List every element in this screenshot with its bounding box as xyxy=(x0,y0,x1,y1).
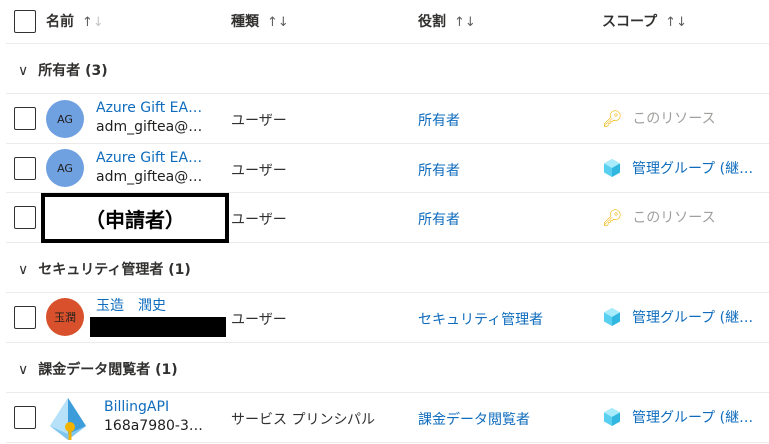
group-header-billing-reader[interactable]: ∨ 課金データ閲覧者 (1) xyxy=(6,343,769,393)
redacted-email-bar xyxy=(90,317,226,337)
table-row[interactable]: 玉潤 玉造 潤史 ユーザー セキュリティ管理者 管理グループ (継… xyxy=(6,293,769,343)
row-checkbox[interactable] xyxy=(14,406,36,429)
member-name-link[interactable]: BillingAPI xyxy=(104,399,170,415)
member-email: adm_giftea@… xyxy=(96,169,203,185)
row-checkbox[interactable] xyxy=(14,157,36,180)
table-header: 名前 ↑↓ 種類 ↑↓ 役割 ↑↓ スコープ ↑↓ xyxy=(6,0,769,44)
member-type: ユーザー xyxy=(231,113,287,129)
role-link[interactable]: 課金データ閲覧者 xyxy=(418,412,530,428)
select-all-checkbox[interactable] xyxy=(14,10,36,33)
avatar: AG xyxy=(46,100,84,138)
group-title: セキュリティ管理者 (1) xyxy=(38,262,191,278)
member-name-link[interactable]: Azure Gift EA… xyxy=(96,100,203,116)
group-header-owner[interactable]: ∨ 所有者 (3) xyxy=(6,44,769,94)
header-label: スコープ xyxy=(602,14,658,30)
scope-link[interactable]: 管理グループ (継… xyxy=(632,161,754,177)
member-type: サービス プリンシパル xyxy=(231,412,376,428)
row-checkbox[interactable] xyxy=(14,107,36,130)
row-checkbox[interactable] xyxy=(14,206,36,229)
table-row[interactable]: （申請者） ユーザー 所有者 🔑︎ このリソース xyxy=(6,193,769,243)
member-name-link[interactable]: 玉造 潤史 xyxy=(96,298,166,314)
role-link[interactable]: 所有者 xyxy=(418,163,460,179)
group-label[interactable]: ∨ セキュリティ管理者 (1) xyxy=(18,259,191,279)
table-row[interactable]: BillingAPI 168a7980-3… サービス プリンシパル 課金データ閲… xyxy=(6,393,769,443)
column-header-type[interactable]: 種類 ↑↓ xyxy=(231,11,289,31)
row-checkbox[interactable] xyxy=(14,306,36,329)
chevron-down-icon[interactable]: ∨ xyxy=(18,362,29,378)
sort-icon[interactable]: ↑↓ xyxy=(267,15,289,30)
sort-icon[interactable]: ↑↓ xyxy=(454,15,476,30)
column-header-role[interactable]: 役割 ↑↓ xyxy=(418,11,476,31)
member-name-link[interactable]: Azure Gift EA… xyxy=(96,150,203,166)
key-icon: 🔑︎ xyxy=(602,207,623,227)
scope-link[interactable]: 管理グループ (継… xyxy=(632,310,754,326)
header-label: 名前 xyxy=(46,14,74,30)
avatar: AG xyxy=(46,149,84,187)
group-title: 所有者 (3) xyxy=(38,63,108,79)
table-row[interactable]: AG Azure Gift EA… adm_giftea@… ユーザー 所有者 🔑… xyxy=(6,94,769,144)
chevron-down-icon[interactable]: ∨ xyxy=(18,63,29,79)
role-link[interactable]: 所有者 xyxy=(418,113,460,129)
column-header-scope[interactable]: スコープ ↑↓ xyxy=(602,11,687,31)
member-type: ユーザー xyxy=(231,163,287,179)
chevron-down-icon[interactable]: ∨ xyxy=(18,262,29,278)
redacted-applicant-box: （申請者） xyxy=(41,193,229,243)
scope-text: このリソース xyxy=(632,111,716,127)
management-group-icon xyxy=(604,308,620,326)
avatar: 玉潤 xyxy=(46,298,84,336)
scope-link[interactable]: 管理グループ (継… xyxy=(632,410,754,426)
management-group-icon xyxy=(604,408,620,426)
header-label: 役割 xyxy=(418,14,446,30)
member-email: adm_giftea@… xyxy=(96,119,203,135)
header-label: 種類 xyxy=(231,14,259,30)
column-header-name[interactable]: 名前 ↑↓ xyxy=(46,11,104,31)
group-label[interactable]: ∨ 所有者 (3) xyxy=(18,60,108,80)
group-label[interactable]: ∨ 課金データ閲覧者 (1) xyxy=(18,359,178,379)
service-principal-icon xyxy=(50,398,86,440)
group-header-security-admin[interactable]: ∨ セキュリティ管理者 (1) xyxy=(6,243,769,293)
sort-icon[interactable]: ↑↓ xyxy=(82,15,104,30)
role-link[interactable]: セキュリティ管理者 xyxy=(418,312,544,328)
member-type: ユーザー xyxy=(231,212,287,228)
sort-icon[interactable]: ↑↓ xyxy=(665,15,687,30)
table-row[interactable]: AG Azure Gift EA… adm_giftea@… ユーザー 所有者 管… xyxy=(6,144,769,193)
group-title: 課金データ閲覧者 (1) xyxy=(38,362,178,378)
role-link[interactable]: 所有者 xyxy=(418,212,460,228)
scope-text: このリソース xyxy=(632,210,716,226)
member-app-id: 168a7980-3… xyxy=(104,418,203,434)
member-type: ユーザー xyxy=(231,312,287,328)
management-group-icon xyxy=(604,159,620,177)
key-icon: 🔑︎ xyxy=(602,108,623,128)
